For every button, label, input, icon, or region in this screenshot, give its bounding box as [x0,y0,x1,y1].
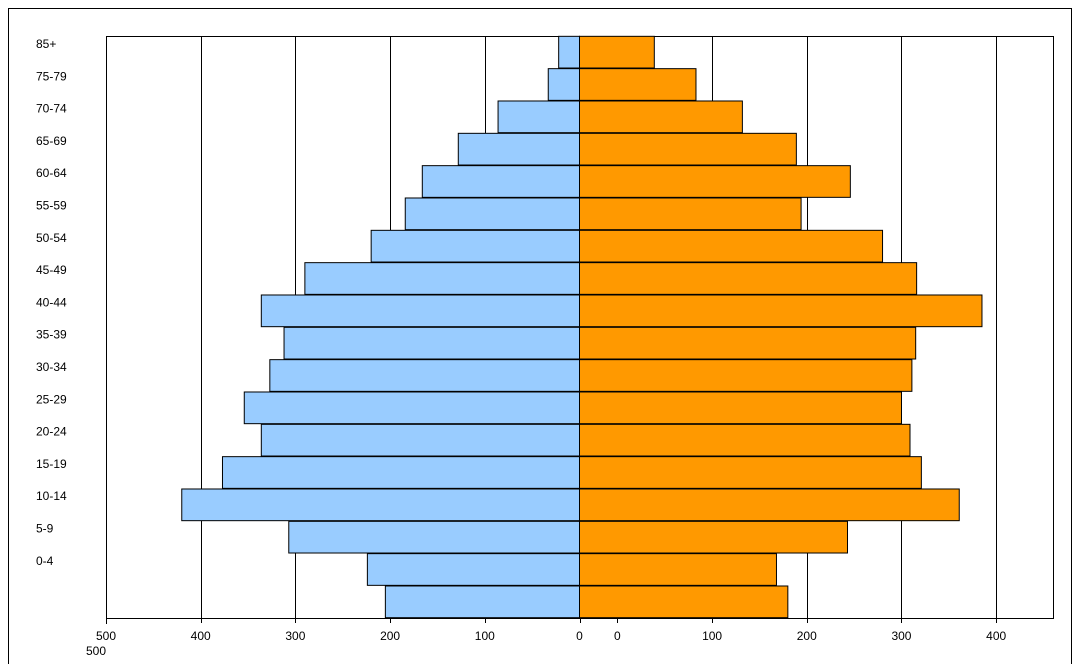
category-label: 25-29 [36,392,67,406]
category-label: 75-79 [36,69,67,83]
x-tick-label-overflow: 500 [86,644,106,658]
category-label: 35-39 [36,328,67,342]
bar-left-5 [404,197,581,231]
x-tick-label: 100 [702,629,722,643]
bar-left-0 [558,35,581,69]
x-tick-labels: 500 400 300 200 100 0 0 100 200 300 400 500 [86,629,1007,658]
category-label: 55-59 [36,199,67,213]
axes [106,36,1054,624]
bar-right-6 [579,229,884,263]
x-tick-label: 400 [986,629,1006,643]
category-label: 50-54 [36,231,67,245]
bar-left-3 [457,132,580,166]
bar-right-0 [579,35,655,69]
category-label: 40-44 [36,295,67,309]
bar-right-4 [579,165,851,198]
bar-left-14 [181,488,580,522]
bar-left-1 [547,68,581,101]
bar-right-2 [579,100,743,134]
bar-right-7 [579,262,918,295]
bar-right-16 [579,553,777,586]
bar-right-1 [579,68,697,101]
bar-right-15 [579,520,849,554]
bar-left-10 [269,359,580,392]
bar-right-10 [579,359,913,392]
bar-left-13 [221,456,581,489]
x-tick-label: 0 [576,629,583,643]
bar-right-12 [579,423,911,457]
category-labels: 85+ 75-79 70-74 65-69 60-64 55-59 50-54 45-49 40… [36,37,67,568]
bar-left-2 [497,100,581,134]
bar-left-16 [366,553,581,586]
x-tick-label: 200 [797,629,817,643]
category-label: 85+ [36,37,56,51]
bar-left-12 [260,423,580,457]
category-label: 45-49 [36,263,67,277]
category-label: 20-24 [36,425,67,439]
category-label: 10-14 [36,489,67,503]
category-label: 0-4 [36,554,54,568]
bar-left-8 [260,294,580,328]
bar-left-7 [304,262,580,295]
category-label: 30-34 [36,360,67,374]
x-tick-label: 300 [285,629,305,643]
bars [181,35,983,619]
bar-right-8 [579,294,983,328]
x-tick-label: 200 [380,629,400,643]
x-tick-label: 100 [475,629,495,643]
bar-right-5 [579,197,802,231]
category-label: 15-19 [36,457,67,471]
bar-left-6 [370,229,580,263]
bar-right-11 [579,391,902,425]
bar-left-11 [243,391,580,425]
x-tick-label: 0 [614,629,621,643]
bar-right-17 [579,585,789,619]
bar-left-17 [384,585,580,619]
bar-left-4 [421,165,580,198]
bar-left-15 [288,520,580,554]
x-tick-label: 500 [96,629,116,643]
bar-right-3 [579,132,797,166]
bar-right-9 [579,326,917,360]
category-label: 70-74 [36,102,67,116]
x-tick-label: 400 [191,629,211,643]
x-tick-label: 300 [891,629,911,643]
bar-left-9 [283,326,580,360]
category-label: 60-64 [36,166,67,180]
bar-right-14 [579,488,960,522]
category-label: 65-69 [36,134,67,148]
bar-right-13 [579,456,922,489]
category-label: 5-9 [36,522,54,536]
